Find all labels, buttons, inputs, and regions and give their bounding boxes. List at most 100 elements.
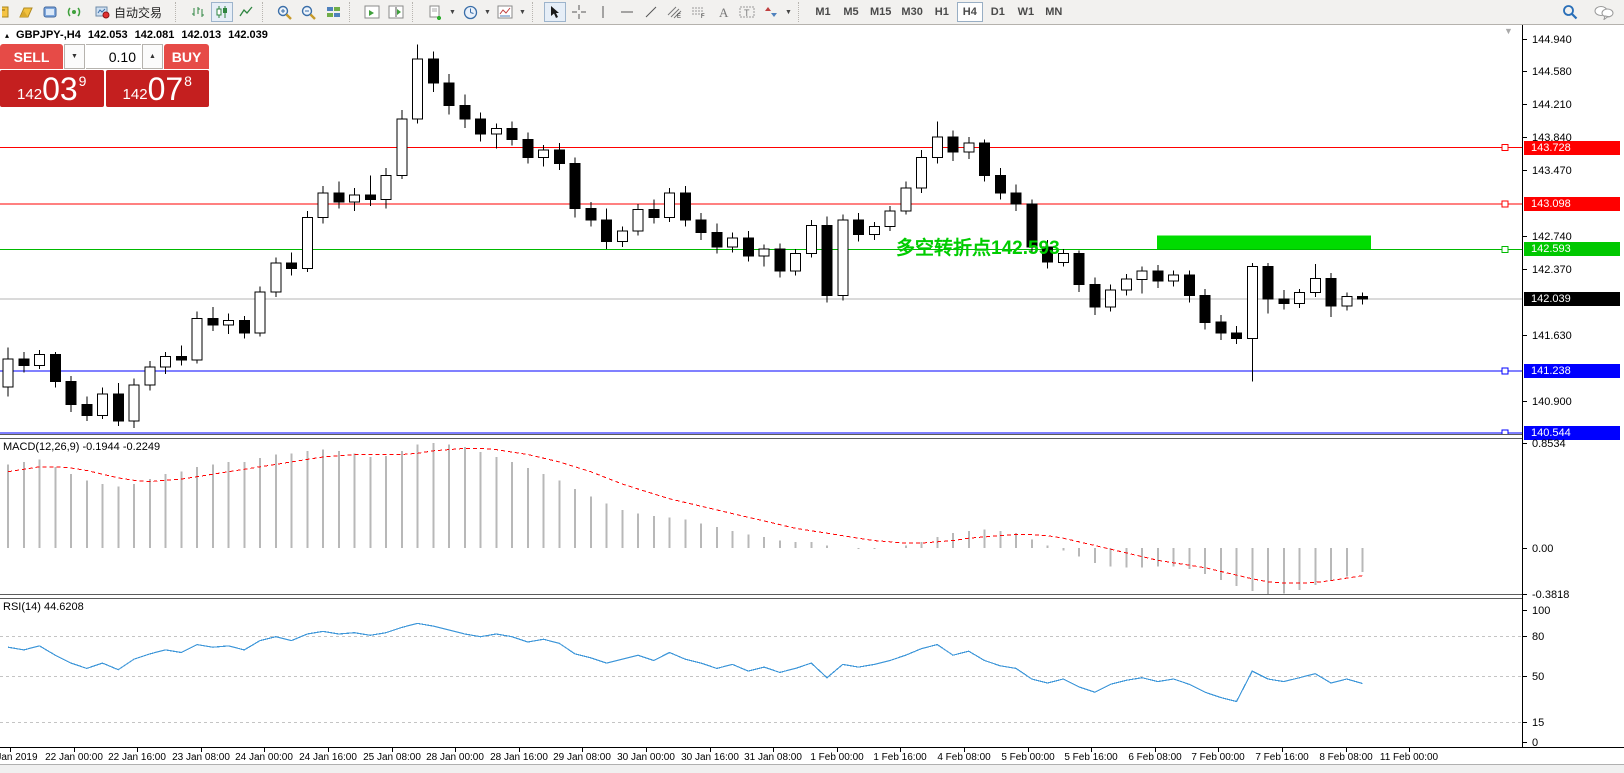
trendline-button[interactable] [640, 2, 662, 22]
rsi-label: RSI(14) 44.6208 [3, 601, 84, 613]
price-tick-label: 144.210 [1523, 98, 1572, 111]
quote-high: 142.081 [134, 29, 175, 41]
chart-shift-marker-icon[interactable]: ▼ [1504, 26, 1513, 36]
price-tick-label: 144.940 [1523, 33, 1572, 46]
macd-indicator-panel[interactable] [0, 440, 1522, 594]
pivot-annotation-text[interactable]: 多空转折点142.593 [896, 238, 1060, 259]
timeframe-button-mn[interactable]: MN [1045, 6, 1063, 18]
new-chart-dropdown[interactable]: ▼ [449, 8, 456, 16]
cursor-button[interactable] [544, 2, 567, 22]
volume-input[interactable] [86, 44, 141, 69]
auto-scroll-button[interactable] [361, 2, 383, 22]
timeframe-button-m5[interactable]: M5 [843, 6, 859, 18]
main-price-chart[interactable] [0, 28, 1522, 434]
timeframe-button-h1[interactable]: H1 [934, 6, 949, 18]
timeframe-button-h4[interactable]: H4 [956, 2, 983, 22]
fibonacci-button[interactable]: F [688, 2, 710, 22]
svg-text:A: A [719, 5, 729, 19]
text-button[interactable]: A [712, 2, 734, 22]
tile-windows-button[interactable] [322, 2, 344, 22]
search-icon[interactable] [1559, 2, 1581, 22]
timeframe-button-d1[interactable]: D1 [990, 6, 1005, 18]
arrows-dropdown[interactable]: ▼ [785, 8, 792, 16]
chat-icon[interactable] [1593, 2, 1615, 22]
time-axis-label: 24 Jan 00:00 [235, 752, 293, 763]
buy-button[interactable]: BUY [164, 44, 209, 69]
metaeditor-button[interactable] [39, 2, 61, 22]
metaquotes-folder-icon[interactable] [15, 2, 37, 22]
collapse-trade-panel-icon[interactable]: ▴ [5, 30, 10, 40]
rsi-indicator-panel[interactable] [0, 600, 1522, 747]
rsi-axis-label: 100 [1523, 604, 1550, 617]
toolbar-separator [349, 2, 357, 22]
timeframe-button-m1[interactable]: M1 [815, 6, 831, 18]
time-axis-label: 7 Feb 16:00 [1255, 752, 1309, 763]
time-axis[interactable]: 21 Jan 2019 22 Jan 00:00 22 Jan 16:00 23 Ja… [0, 747, 1624, 764]
quote-bar: ▴ GBPJPY-,H4 142.053 142.081 142.013 142… [5, 29, 268, 41]
price-level-marker: 142.039 [1524, 292, 1620, 306]
volume-decrease-button[interactable]: ▼ [64, 44, 85, 69]
quote-open: 142.053 [87, 29, 128, 41]
time-axis-label: 1 Feb 16:00 [873, 752, 927, 763]
sell-button[interactable]: SELL [0, 44, 63, 69]
panel-splitter[interactable] [0, 434, 1624, 439]
timeframe-button-w1[interactable]: W1 [1017, 6, 1035, 18]
sell-price-main: 03 [42, 70, 78, 107]
template-dropdown[interactable]: ▼ [519, 8, 526, 16]
buy-price-prefix: 142 [122, 86, 148, 103]
time-axis-label: 4 Feb 08:00 [937, 752, 991, 763]
equidistant-channel-button[interactable]: E [664, 2, 686, 22]
sell-price-prefix: 142 [17, 86, 43, 103]
new-order-button[interactable] [1, 2, 13, 22]
text-label-button[interactable]: T [736, 2, 758, 22]
zoom-in-button[interactable] [274, 2, 296, 22]
toolbar-separator [175, 2, 183, 22]
time-axis-label: 7 Feb 00:00 [1191, 752, 1245, 763]
toolbar-separator [798, 2, 806, 22]
price-tick-label: 142.370 [1523, 263, 1572, 276]
time-axis-label: 8 Feb 08:00 [1319, 752, 1373, 763]
quote-close: 142.039 [228, 29, 268, 41]
toolbar-separator [532, 2, 540, 22]
price-level-marker: 143.098 [1524, 197, 1620, 211]
period-dropdown[interactable]: ▼ [484, 8, 491, 16]
price-axis-border [1522, 24, 1523, 748]
price-tick-label: 141.630 [1523, 329, 1572, 342]
autotrading-button[interactable]: 自动交易 [88, 2, 169, 22]
one-click-trade-panel: SELL ▼ ▲ BUY 142 03 9 142 07 8 [0, 44, 209, 107]
sell-price-display[interactable]: 142 03 9 [0, 70, 104, 107]
chart-shift-button[interactable] [385, 2, 407, 22]
volume-increase-button[interactable]: ▲ [142, 44, 163, 69]
toolbar: 自动交易 ▼ [0, 0, 1624, 25]
toolbar-separator [412, 2, 420, 22]
candlestick-chart-button[interactable] [211, 2, 234, 22]
price-tick-label: 143.840 [1523, 131, 1572, 144]
macd-axis-label: -0.3818 [1523, 588, 1569, 601]
line-chart-button[interactable] [235, 2, 257, 22]
time-axis-label: 28 Jan 00:00 [426, 752, 484, 763]
panel-splitter[interactable] [0, 594, 1624, 599]
arrows-button[interactable] [760, 2, 782, 22]
zoom-out-button[interactable] [298, 2, 320, 22]
timeframe-button-m30[interactable]: M30 [901, 6, 923, 18]
template-button[interactable] [494, 2, 516, 22]
time-axis-label: 24 Jan 16:00 [299, 752, 357, 763]
quote-low: 142.013 [181, 29, 222, 41]
svg-text:F: F [701, 14, 705, 19]
rsi-axis-label: 0 [1523, 736, 1538, 749]
price-level-marker: 141.238 [1524, 364, 1620, 378]
new-chart-button[interactable] [424, 2, 446, 22]
signal-icon[interactable] [63, 2, 85, 22]
bar-chart-button[interactable] [187, 2, 209, 22]
horizontal-line-button[interactable] [616, 2, 638, 22]
price-level-marker: 142.593 [1524, 242, 1620, 256]
vertical-line-button[interactable] [592, 2, 614, 22]
price-tick-label: 143.470 [1523, 164, 1572, 177]
period-clock-button[interactable] [459, 2, 481, 22]
sell-price-pip: 9 [78, 73, 87, 89]
crosshair-button[interactable] [568, 2, 590, 22]
buy-price-display[interactable]: 142 07 8 [105, 70, 209, 107]
timeframe-button-m15[interactable]: M15 [870, 6, 892, 18]
price-axis[interactable]: 144.940 144.580 144.210 143.840 143.470 142.7… [1523, 24, 1624, 749]
